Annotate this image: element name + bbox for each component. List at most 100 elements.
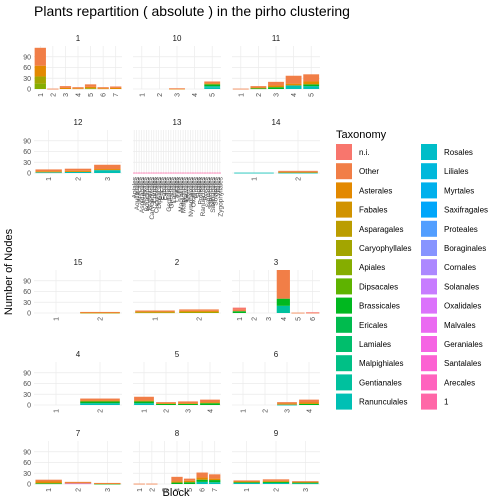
y-tick-label: 30 [23,160,31,167]
x-tick-label: Nymphaeales [188,176,195,216]
legend-swatch [336,201,352,218]
bar-segment [233,481,260,483]
bar-segment [160,172,163,174]
bar-segment [209,482,221,484]
legend-swatch [421,182,437,199]
bar-segment [147,172,150,174]
x-tick-label: 2 [50,93,57,97]
x-tick-label: Laurales [173,176,180,202]
legend-label: Malpighiales [359,359,403,368]
legend-item: Saxifragales [421,201,488,218]
y-tick-label: 60 [23,381,31,388]
legend-label: Solanales [444,282,479,291]
facet-label: 4 [76,350,81,359]
bar-segment [183,478,196,481]
x-tick-label: 3 [162,488,169,492]
legend-swatch [421,393,437,410]
x-tick-label: 1 [46,177,53,181]
x-tick-label: 4 [307,409,314,413]
bar-segment [84,86,97,89]
y-tick-label: 0 [27,482,31,489]
legend-item: Ranunculales [336,393,407,410]
x-tick-label: Saxifragales [210,176,217,213]
y-tick-label: 60 [23,460,31,467]
legend-swatch [421,144,437,160]
bar-segment [276,305,290,313]
x-tick-label: 1 [237,317,244,321]
bar-segment [303,84,320,87]
bar-segment [134,401,154,404]
legend-swatch [336,240,352,256]
bar-segment [94,164,121,170]
bar-segment [72,87,84,89]
legend-title: Taxonomy [336,129,387,141]
x-tick-label: 2 [76,488,83,492]
x-tick-label: 3 [105,488,112,492]
y-tick-label: 0 [27,311,31,318]
legend-item: Cornales [421,259,476,276]
x-tick-label: 2 [164,409,171,413]
x-tick-label: Malpighiales [181,176,188,213]
x-tick-label: 3 [186,409,193,413]
bar-segment [306,312,320,314]
x-tick-label: 4 [192,93,199,97]
x-tick-label: 2 [256,93,263,97]
facet-label: 1 [76,34,81,43]
facet-label: 3 [274,258,279,267]
x-tick-label: 6 [200,488,207,492]
legend-item: Proteales [421,220,478,237]
legend-swatch [336,355,352,372]
bar-segment [232,88,249,90]
bar-segment [110,86,122,88]
legend-label: Gentianales [359,378,402,387]
x-tick-label: 5 [296,317,303,321]
facet-panel: 7 0 30 60 90 1 2 3 [23,429,122,492]
facet-label: 6 [274,350,279,359]
legend-item: Asparagales [336,220,403,237]
legend-item: Dipsacales [336,278,398,295]
y-tick-label: 90 [23,138,31,145]
legend-swatch [336,336,352,352]
bar-segment [268,81,284,86]
x-tick-label: 3 [303,488,310,492]
bar-segment [140,172,143,174]
legend-label: Other [359,167,379,176]
bar-segment [179,311,219,313]
bar-segment [196,479,208,482]
x-tick-label: Caryophyllales [149,176,156,219]
bar-segment [268,85,284,88]
facet-panel: 6 1 2 3 4 [232,350,320,413]
y-tick-label: 0 [27,171,31,178]
x-tick-label: Fagales [164,176,171,200]
facet-panel: 8 1 2 3 4 5 6 7 [133,429,221,492]
bar-segment [200,402,220,404]
bar-segment [218,172,221,174]
bar-segment [34,83,46,89]
legend-label: Apiales [359,263,385,272]
legend-item: Liliales [421,163,468,180]
bar-segment [204,86,221,88]
legend-item: Boraginales [421,240,486,256]
bar-segment [94,482,121,484]
legend-label: Liliales [444,167,468,176]
x-tick-label: 4 [291,93,298,97]
legend-swatch [421,297,437,314]
legend-swatch [336,393,352,410]
bar-segment [292,481,319,482]
bar-segment [133,172,136,174]
bar-segment [174,172,177,174]
legend-label: Brassicales [359,302,400,311]
x-tick-label: Vitales [215,176,222,196]
bar-segment [35,169,62,172]
y-tick-label: 60 [23,65,31,72]
x-tick-label: Poales [195,176,202,197]
bar-segment [156,402,176,404]
facet-label: 5 [175,350,180,359]
bar-segment [262,481,290,483]
legend-swatch [336,259,352,276]
legend-label: Asparagales [359,225,403,234]
bar-segment [155,172,158,174]
x-tick-label: 2 [296,177,303,181]
bar-segment [196,472,208,478]
bar-segment [59,86,72,88]
